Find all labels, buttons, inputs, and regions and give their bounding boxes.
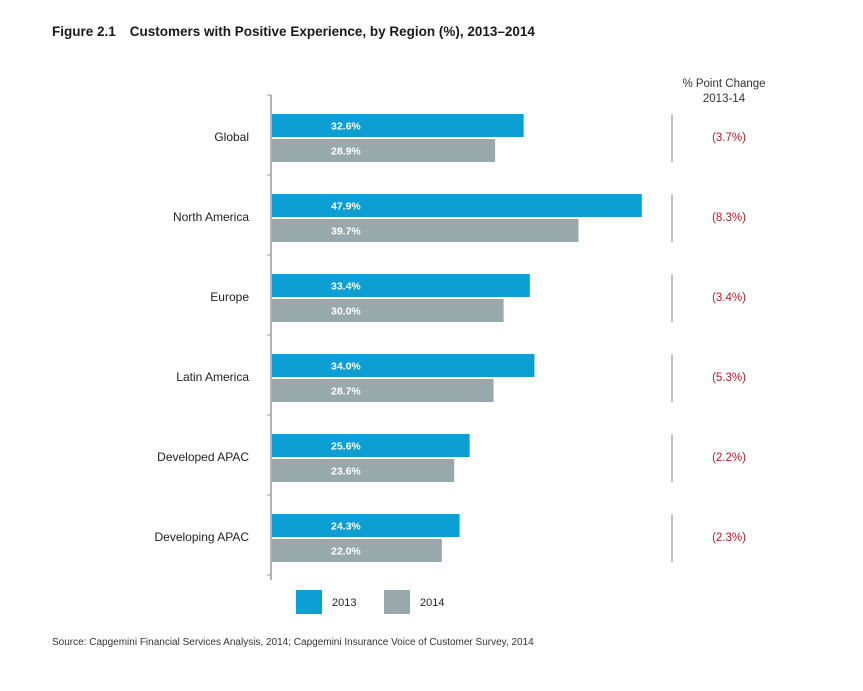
point-change-latin-america: (5.3%) xyxy=(712,372,746,384)
legend-swatch-2014 xyxy=(384,590,410,614)
data-label-2014-global: 28.9% xyxy=(331,146,361,158)
category-label-north-america: North America xyxy=(173,210,249,224)
point-change-developed-apac: (2.2%) xyxy=(712,452,746,464)
bar-2013-latin-america xyxy=(272,354,535,377)
bar-2013-north-america xyxy=(272,194,642,217)
point-change-developing-apac: (2.3%) xyxy=(712,532,746,544)
point-change-header-line2: 2013-14 xyxy=(702,93,746,105)
category-label-global: Global xyxy=(214,130,249,144)
data-label-2014-europe: 30.0% xyxy=(331,306,361,318)
data-label-2014-developing-apac: 22.0% xyxy=(331,546,361,558)
data-label-2013-latin-america: 34.0% xyxy=(331,361,361,373)
bar-2014-developed-apac xyxy=(272,459,455,482)
point-change-header: % Point Change 2013-14 xyxy=(664,77,784,107)
figure-number: Figure 2.1 xyxy=(52,24,116,39)
data-label-2013-europe: 33.4% xyxy=(331,281,361,293)
bar-2013-europe xyxy=(272,274,530,297)
point-change-north-america: (8.3%) xyxy=(712,212,746,224)
point-change-header-line1: % Point Change xyxy=(682,78,766,90)
data-label-2013-developing-apac: 24.3% xyxy=(331,521,361,533)
bar-2013-developed-apac xyxy=(272,434,470,457)
legend-label-2013: 2013 xyxy=(332,597,356,609)
data-label-2014-latin-america: 28.7% xyxy=(331,386,361,398)
category-label-latin-america: Latin America xyxy=(176,370,249,384)
bar-2014-developing-apac xyxy=(272,539,442,562)
chart-title: Figure 2.1 Customers with Positive Experi… xyxy=(52,24,535,39)
bar-2014-europe xyxy=(272,299,504,322)
category-label-developing-apac: Developing APAC xyxy=(155,530,250,544)
source-note: Source: Capgemini Financial Services Ana… xyxy=(52,637,534,648)
figure-title: Customers with Positive Experience, by R… xyxy=(129,24,535,39)
data-label-2013-developed-apac: 25.6% xyxy=(331,441,361,453)
data-label-2013-north-america: 47.9% xyxy=(331,201,361,213)
bar-2014-latin-america xyxy=(272,379,494,402)
data-label-2014-north-america: 39.7% xyxy=(331,226,361,238)
bar-2014-global xyxy=(272,139,496,162)
legend-swatch-2013 xyxy=(296,590,322,614)
data-label-2013-global: 32.6% xyxy=(331,121,361,133)
bar-2013-developing-apac xyxy=(272,514,460,537)
category-label-developed-apac: Developed APAC xyxy=(157,450,249,464)
category-label-europe: Europe xyxy=(210,290,249,304)
point-change-global: (3.7%) xyxy=(712,132,746,144)
point-change-europe: (3.4%) xyxy=(712,292,746,304)
legend-label-2014: 2014 xyxy=(420,597,444,609)
bar-2014-north-america xyxy=(272,219,579,242)
data-label-2014-developed-apac: 23.6% xyxy=(331,466,361,478)
bar-2013-global xyxy=(272,114,524,137)
